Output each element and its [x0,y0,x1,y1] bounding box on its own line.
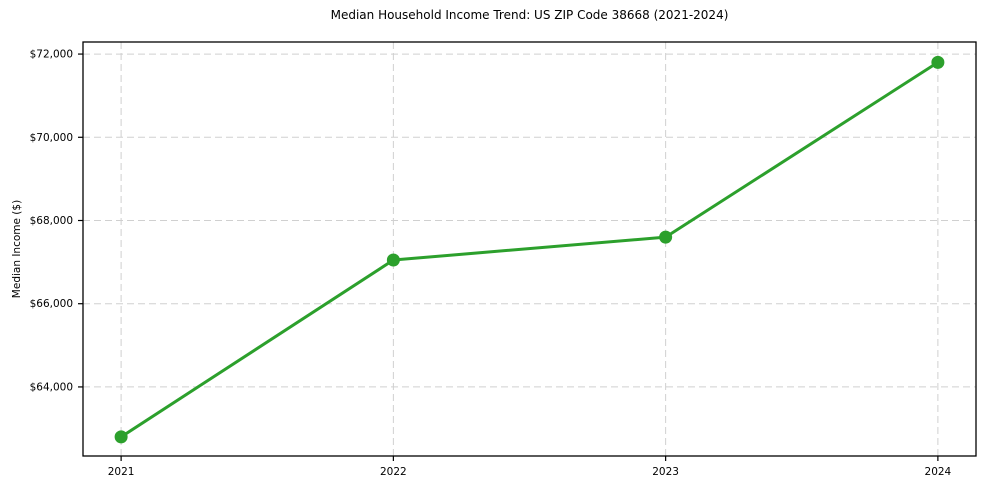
trend-line [119,60,940,439]
y-tick-label: $70,000 [30,132,73,144]
data-point [659,230,673,244]
x-tick-label: 2021 [108,466,135,478]
y-tick-label: $64,000 [30,381,73,393]
y-tick-label: $72,000 [30,49,73,61]
plot-border [82,41,977,457]
x-tick-label: 2024 [925,466,952,478]
y-tick-label: $68,000 [30,215,73,227]
chart-title: Median Household Income Trend: US ZIP Co… [330,8,729,22]
data-point [931,55,945,69]
data-point [386,253,400,267]
y-tick-label: $66,000 [30,298,73,310]
x-tick-label: 2022 [380,466,407,478]
x-tick-label: 2023 [652,466,679,478]
data-point [114,430,128,444]
